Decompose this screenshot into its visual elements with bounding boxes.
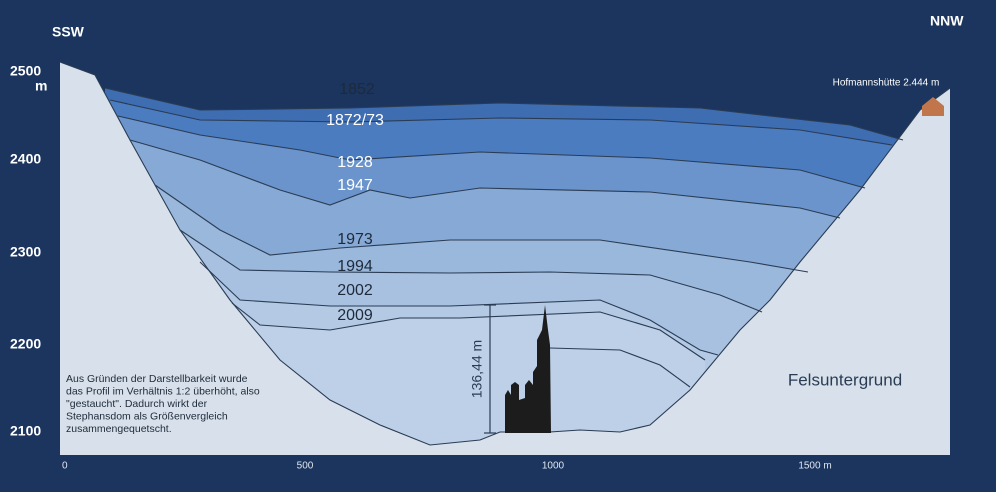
surface-line (129, 139, 841, 219)
year-label: 2002 (337, 282, 373, 299)
x-label: 500 (297, 461, 314, 472)
surface-lines (104, 87, 904, 361)
note-line: Aus Gründen der Darstellbarkeit wurde (66, 373, 248, 385)
cathedral (505, 305, 551, 433)
x-label: 0 (62, 461, 68, 472)
surface-line (231, 302, 706, 361)
note-line: "gestaucht". Dadurch wirkt der (66, 398, 208, 410)
bedrock-label: Felsuntergrund (788, 370, 902, 389)
inner-line (549, 347, 691, 388)
note: Aus Gründen der Darstellbarkeit wurdedas… (66, 373, 260, 435)
note-line: das Profil im Verhältnis 1:2 überhöht, a… (66, 385, 260, 397)
year-label: 1947 (337, 177, 373, 194)
year-label: 1852 (339, 81, 375, 98)
height-bracket (484, 304, 496, 434)
surface-line (109, 99, 893, 146)
surface-line (117, 115, 866, 189)
year-label: 1994 (337, 258, 373, 275)
year-label: 2009 (337, 307, 373, 324)
hut-label: Hofmannshütte 2.444 m (833, 78, 940, 89)
note-line: zusammengequetscht. (66, 423, 172, 435)
note-line: Stephansdom als Größenvergleich (66, 410, 228, 422)
surface-line (179, 229, 763, 313)
bedrock (60, 62, 950, 455)
y-label: 2400 (10, 151, 41, 167)
x-label: 1000 (542, 461, 565, 472)
year-label: 1973 (337, 231, 373, 248)
height-label: 136,44 m (469, 340, 485, 398)
direction-left: SSW (52, 24, 85, 40)
surface-line (154, 184, 809, 273)
year-label: 1928 (337, 154, 373, 171)
y-label: 2300 (10, 244, 41, 260)
y-unit: m (35, 78, 47, 94)
y-label: 2200 (10, 336, 41, 352)
y-label: 2500 (10, 63, 41, 79)
hut (922, 97, 944, 116)
y-label: 2100 (10, 423, 41, 439)
x-label: 1500 m (798, 461, 831, 472)
direction-right: NNW (930, 13, 964, 29)
year-label: 1872/73 (326, 112, 384, 129)
surface-line (104, 87, 904, 141)
surface-line (199, 261, 719, 356)
